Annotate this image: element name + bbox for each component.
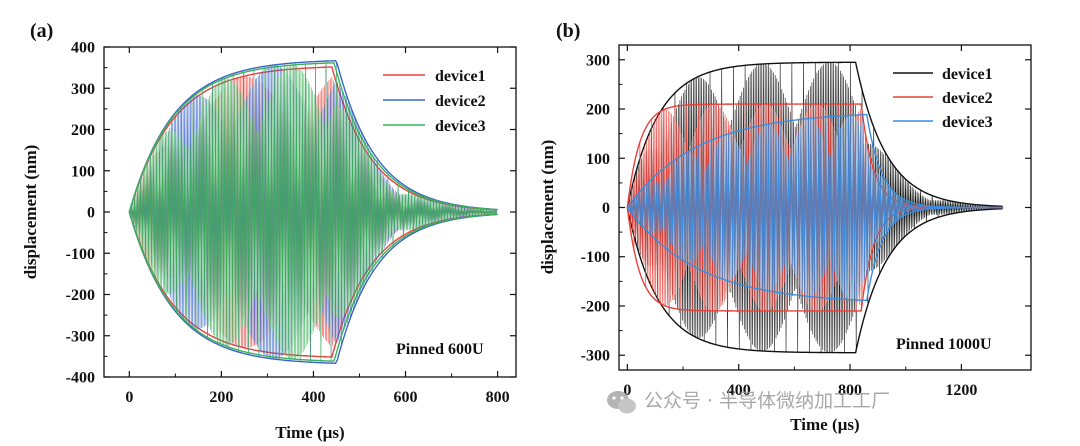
chart-a-legend: device1 device2 device3: [383, 68, 486, 135]
y-tick-label--100: -100: [66, 246, 95, 263]
chart-b-ylabel: displacement (nm): [538, 140, 557, 275]
y-tick-label--200: -200: [66, 287, 95, 304]
chart-a: (a) 0 200 400 600 800 -400 -300 -200 -100 0 100 200…: [21, 20, 516, 442]
y-tick-label--400: -400: [66, 370, 95, 387]
chart-b-legend: device1 device2 device3: [893, 66, 993, 131]
y-tick-label--300: -300: [66, 328, 95, 345]
watermark: 公众号 · 半导体微纳加工工厂: [607, 390, 890, 414]
x-tick-label-0: 0: [125, 389, 133, 406]
y-tick-label-200: 200: [586, 102, 610, 119]
legend-a-label-device2: device2: [435, 93, 486, 110]
chart-a-xlabel: Time (µs): [275, 423, 344, 442]
y-tick-label--200: -200: [581, 298, 610, 315]
wechat-icon: [607, 391, 636, 414]
x-tick-label-200: 200: [209, 389, 233, 406]
chart-a-ylabel: displacement (nm): [21, 145, 40, 280]
y-tick-label--300: -300: [581, 348, 610, 365]
y-tick-label-0: 0: [602, 200, 610, 217]
y-tick-label-100: 100: [586, 151, 610, 168]
figure: (a) 0 200 400 600 800 -400 -300 -200 -100 0 100 200…: [0, 0, 1080, 446]
x-tick-label-1200: 1200: [945, 382, 977, 399]
watermark-text: 公众号 · 半导体微纳加工工厂: [644, 390, 890, 412]
y-tick-label-100: 100: [71, 163, 95, 180]
y-tick-label-300: 300: [71, 81, 95, 98]
panel-label-a: (a): [30, 20, 53, 42]
legend-a-label-device1: device1: [435, 68, 486, 85]
legend-a-label-device3: device3: [435, 118, 486, 135]
y-tick-label-300: 300: [586, 52, 610, 69]
chart-a-annotation: Pinned 600U: [396, 341, 484, 358]
y-tick-label-400: 400: [71, 40, 95, 57]
chart-b-xlabel: Time (µs): [790, 415, 859, 434]
y-tick-label-200: 200: [71, 122, 95, 139]
x-tick-label-400: 400: [301, 389, 325, 406]
y-tick-label--100: -100: [581, 249, 610, 266]
legend-b-label-device2: device2: [942, 90, 993, 107]
chart-b-annotation: Pinned 1000U: [896, 336, 992, 353]
x-tick-label-600: 600: [394, 389, 418, 406]
y-tick-label-0: 0: [87, 205, 95, 222]
legend-b-label-device1: device1: [942, 66, 993, 83]
x-tick-label-800: 800: [486, 389, 510, 406]
panel-label-b: (b): [556, 20, 580, 42]
legend-b-label-device3: device3: [942, 114, 993, 131]
